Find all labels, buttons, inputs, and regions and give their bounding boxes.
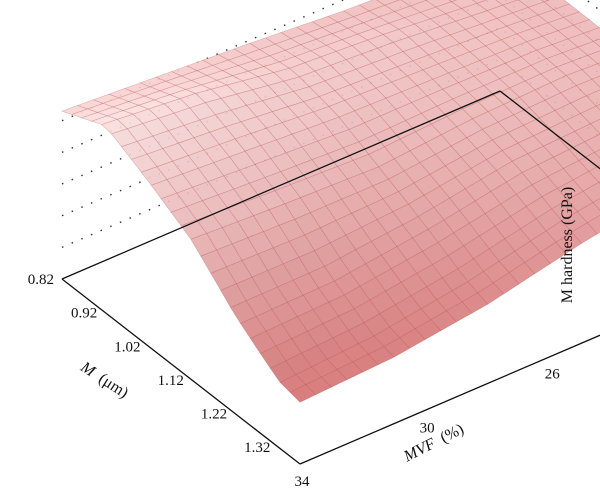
- floor-back-edge: [61, 90, 501, 280]
- y-axis-title-main: MVF: [400, 435, 438, 466]
- x-axis-title-unit: (μm): [95, 370, 131, 402]
- surface-facet: [336, 361, 364, 381]
- surface-facet: [352, 353, 379, 373]
- surface-facet: [585, 89, 600, 107]
- svg-text:M (μm): M (μm): [77, 358, 132, 402]
- x-tick-label: 1.12: [158, 373, 184, 389]
- x-axis-title-main: M: [77, 358, 100, 381]
- surface-facet: [584, 133, 600, 153]
- surface-facet: [582, 27, 600, 42]
- surface-facet: [597, 62, 600, 67]
- surface-facet: [471, 0, 488, 4]
- surface-facet: [588, 165, 600, 183]
- surface-facet: [575, 78, 600, 97]
- y-tick-label: 26: [545, 367, 561, 383]
- surface-facet: [399, 328, 426, 349]
- x-tick-label: 0.92: [71, 306, 97, 322]
- surface-facet: [595, 104, 600, 111]
- surface-facet: [582, 182, 600, 203]
- surface-facet: [581, 63, 600, 80]
- y-tick-label: 34: [295, 474, 311, 490]
- surface-facet: [305, 376, 332, 396]
- surface-facet: [576, 202, 600, 224]
- surface-facet: [320, 369, 348, 388]
- surface: [61, 0, 600, 403]
- tick-labels: 0.820.921.021.121.221.32222630340246810: [28, 272, 561, 490]
- floor-m-axis: [61, 278, 301, 465]
- surface-facet: [592, 38, 600, 48]
- surface-facet: [594, 149, 600, 159]
- x-tick-label: 1.02: [114, 339, 140, 355]
- surface-facet: [579, 105, 600, 125]
- x-axis-title: M (μm): [77, 358, 132, 402]
- surface-facet: [555, 231, 583, 254]
- y-axis-title-unit: (%): [438, 421, 467, 447]
- x-tick-label: 1.22: [201, 407, 227, 423]
- floor-mvf-axis: [299, 334, 600, 465]
- surface-facet: [540, 0, 551, 3]
- surface-facet: [446, 301, 473, 323]
- surface-facet: [461, 292, 489, 314]
- surface-facet: [448, 0, 458, 3]
- guide-line-10: [61, 0, 600, 122]
- surface-facet: [430, 310, 457, 332]
- floor-side-edge: [499, 90, 600, 170]
- surface-facet: [577, 41, 600, 56]
- surface-facet: [375, 0, 401, 6]
- x-tick-label: 0.82: [28, 272, 54, 288]
- x-tick-label: 1.32: [244, 440, 270, 456]
- floor-frame: [61, 90, 600, 465]
- surface-facet: [508, 262, 536, 285]
- surface-facet: [289, 384, 317, 403]
- y-tick-label: 30: [420, 420, 435, 436]
- z-axis-title: M hardness (GPa): [559, 187, 576, 303]
- surface-facet: [414, 319, 442, 340]
- surface-facet: [586, 214, 600, 235]
